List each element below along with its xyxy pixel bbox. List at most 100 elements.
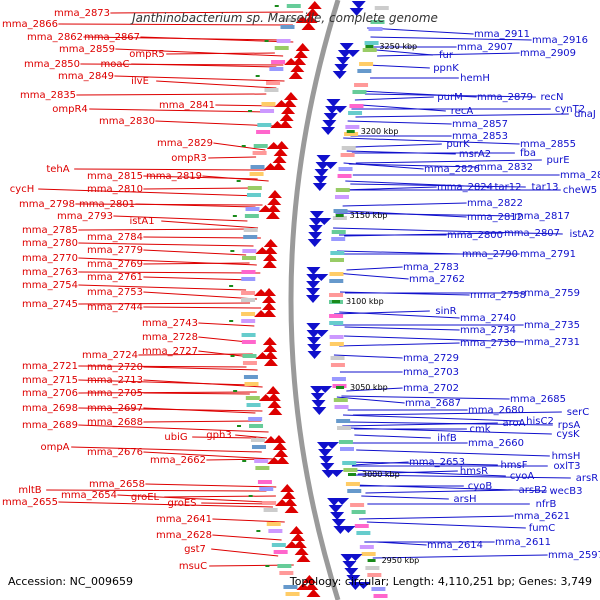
feature-block [329, 293, 344, 297]
feature-block [241, 277, 256, 281]
feature-block [354, 524, 369, 528]
feature-block [268, 529, 283, 533]
reverse-callout-line [339, 342, 460, 347]
reverse-gene-label: hemH [460, 73, 490, 84]
accession-text: Accession: NC_009659 [8, 575, 133, 588]
reverse-callout-line [353, 474, 571, 479]
forward-callout-line [235, 434, 267, 439]
reverse-callout-line [347, 469, 506, 477]
forward-gene-label: groES [167, 498, 196, 509]
reverse-gene-label: mma_2790 [462, 249, 518, 260]
feature-block [242, 361, 257, 365]
forward-callout-line [58, 23, 293, 26]
forward-callout-line [113, 215, 248, 222]
feature-block [337, 174, 352, 178]
reverse-gene-arrow [348, 554, 363, 561]
marker-tick [232, 215, 237, 217]
kbp-tick-label: 3100 kbp [346, 297, 384, 306]
reverse-callout-line [355, 159, 542, 164]
forward-gene-arrow [274, 100, 289, 107]
forward-gene-arrow [262, 295, 277, 303]
forward-gene-arrow [288, 71, 303, 79]
forward-gene-label: mltB [18, 485, 41, 496]
feature-block [359, 545, 374, 549]
forward-callout-line [143, 392, 250, 395]
forward-gene-arrow [262, 260, 277, 268]
feature-block [361, 552, 376, 556]
reverse-gene-arrow [333, 106, 348, 113]
forward-callout-line [143, 187, 254, 190]
reverse-gene-label: oxlT3 [554, 461, 581, 472]
forward-gene-label: mma_2780 [22, 238, 78, 249]
reverse-gene-label: mma_2611 [495, 537, 551, 548]
reverse-gene-label: mma_2800 [447, 230, 503, 241]
reverse-callout-line [354, 484, 547, 492]
reverse-gene-label: mma_2685 [510, 394, 566, 405]
reverse-callout-line [348, 163, 477, 168]
marker-tick [248, 110, 253, 112]
reverse-gene-arrow [342, 561, 357, 569]
left-callout-lines [38, 11, 304, 567]
forward-callout-line [110, 11, 304, 14]
forward-gene-label: mma_2745 [22, 299, 78, 310]
feature-block [244, 382, 259, 386]
forward-callout-line [80, 63, 284, 66]
feature-block [339, 447, 354, 451]
feature-block [241, 291, 256, 295]
forward-callout-line [143, 291, 258, 300]
reverse-callout-line [366, 521, 526, 529]
forward-gene-label: mma_2744 [87, 302, 143, 313]
reverse-gene-label: cynT2 [555, 104, 585, 115]
reverse-gene-label: mma_2597 [548, 550, 600, 561]
forward-callout-line [143, 451, 274, 460]
feature-block [248, 417, 263, 421]
reverse-callout-line [372, 554, 548, 559]
marker-tick [230, 250, 235, 252]
feature-block [359, 62, 374, 66]
feature-block [241, 319, 256, 323]
feature-block [329, 342, 344, 346]
reverse-gene-arrow [310, 393, 325, 401]
reverse-callout-line [346, 266, 403, 271]
forward-gene-label: ubiG [164, 432, 187, 443]
feature-block [260, 109, 275, 113]
forward-callout-line [143, 420, 262, 423]
feature-block [262, 501, 277, 505]
marker-tick [236, 180, 241, 182]
feature-block [249, 424, 264, 428]
reverse-gene-label: mma_2730 [460, 338, 516, 349]
reverse-callout-line [355, 113, 569, 118]
map-title: Janthinobacterium sp. Marseille, complet… [130, 11, 438, 25]
forward-callout-line [78, 424, 269, 433]
reverse-gene-label: wecB3 [549, 486, 582, 497]
reverse-gene-label: cyoB [468, 481, 493, 492]
reverse-gene-label: mma_2731 [524, 337, 580, 348]
forward-gene-label: ompR5 [129, 49, 165, 60]
reverse-gene-label: mma_2832 [477, 162, 533, 173]
reverse-callout-line [335, 272, 409, 280]
feature-block [367, 573, 382, 577]
forward-gene-arrow [267, 190, 282, 198]
forward-gene-label: mma_2859 [59, 44, 115, 55]
forward-gene-label: mma_2793 [57, 211, 113, 222]
forward-gene-label: mma_2688 [87, 417, 143, 428]
forward-gene-arrow [262, 302, 277, 310]
kbp-tick-mark [335, 214, 344, 217]
forward-gene-label: mma_2713 [87, 375, 143, 386]
kbp-tick-label: 3050 kbp [350, 383, 388, 392]
reverse-gene-arrow [334, 64, 349, 72]
feature-block [263, 508, 278, 512]
feature-block [242, 354, 257, 358]
reverse-gene-arrow [339, 43, 354, 51]
feature-block [253, 144, 268, 148]
forward-gene-label: mma_2724 [82, 350, 138, 361]
feature-block [348, 111, 363, 115]
forward-callout-line [117, 494, 265, 503]
reverse-gene-arrow [322, 120, 337, 128]
feature-block [257, 123, 272, 127]
feature-block [329, 314, 344, 318]
forward-gene-arrow [258, 205, 273, 212]
reverse-gene-label: mma_2909 [520, 48, 576, 59]
